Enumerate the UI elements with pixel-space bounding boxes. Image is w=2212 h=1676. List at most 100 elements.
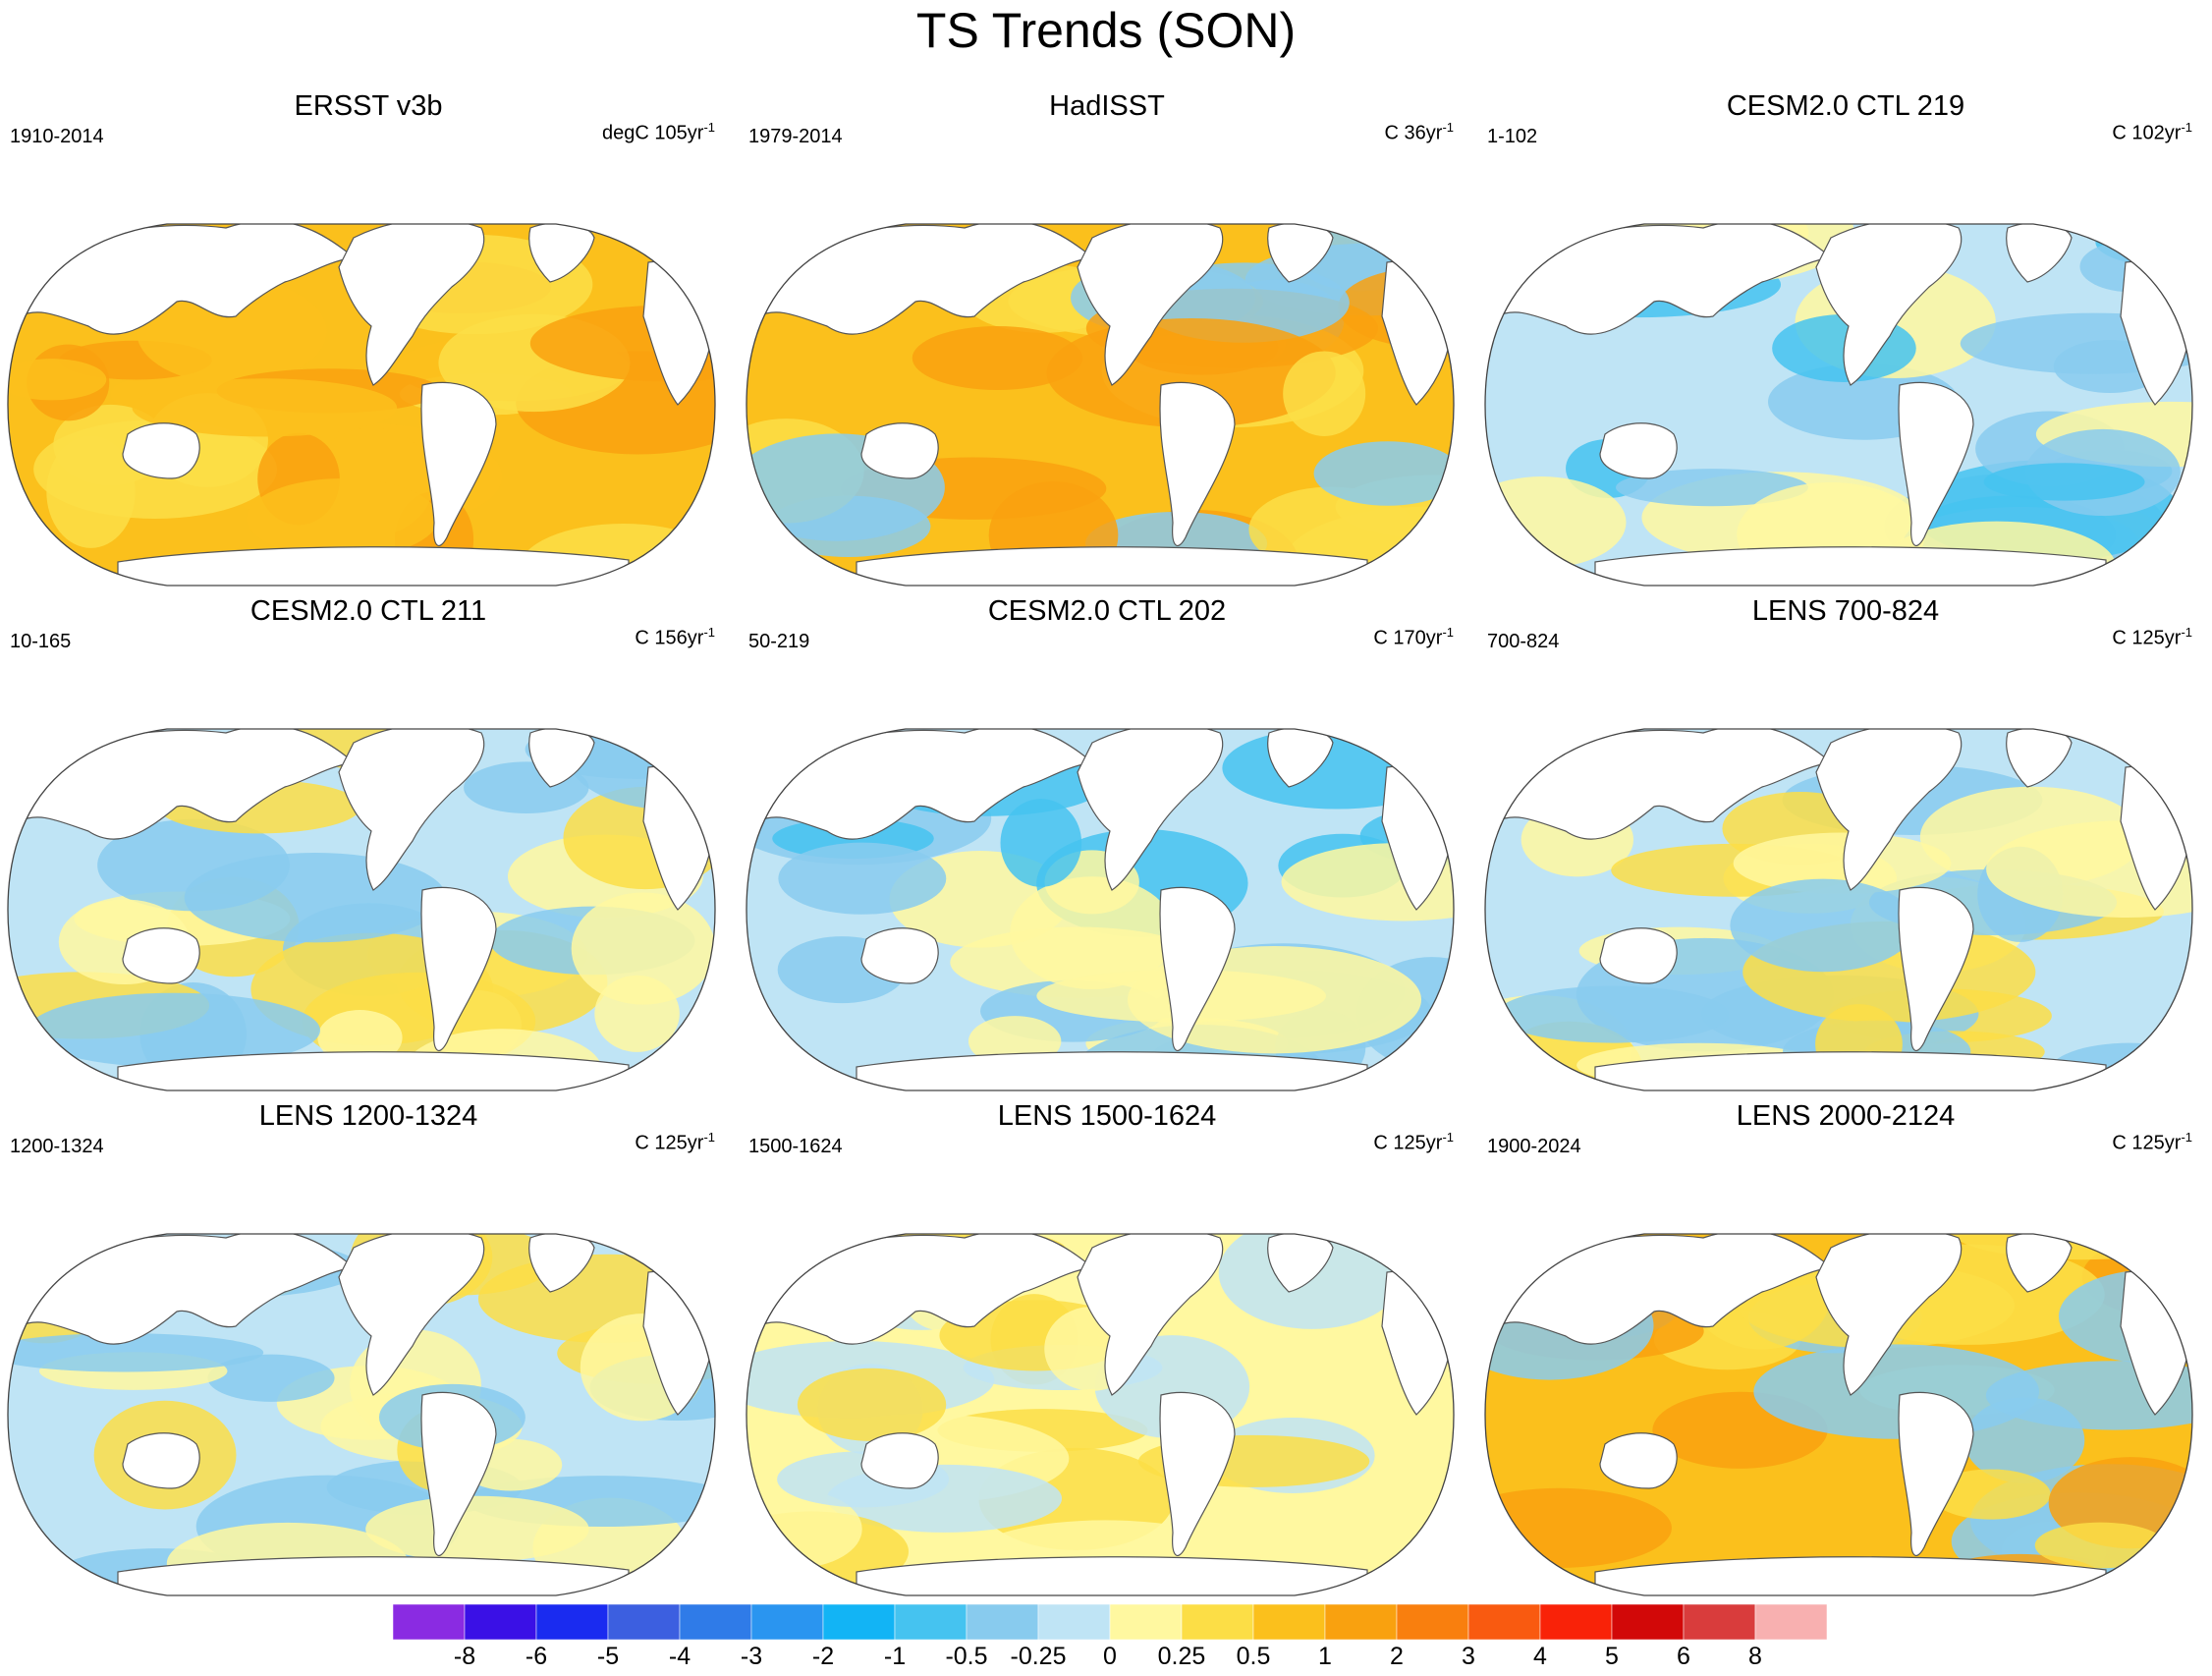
map-plot <box>1484 728 2193 1091</box>
continent <box>1898 1391 1974 1557</box>
map-outline <box>7 223 716 587</box>
panel-title: LENS 1200-1324 <box>258 1100 478 1132</box>
continent <box>856 1051 1368 1090</box>
arctic-band <box>1477 198 2212 220</box>
trend-patch <box>365 1495 589 1563</box>
map-plot <box>739 703 1475 1091</box>
continent <box>117 546 630 586</box>
colorbar-tick-label: -0.25 <box>1010 1643 1067 1670</box>
trend-patch <box>247 477 438 559</box>
trend-patch <box>1496 985 1730 1043</box>
trend-patch <box>1313 441 1454 506</box>
colorbar-tick-label: 4 <box>1533 1643 1547 1670</box>
colorbar-swatch <box>822 1604 896 1641</box>
continent <box>860 927 939 984</box>
trend-patch <box>1930 1469 2051 1520</box>
panel-title: CESM2.0 CTL 211 <box>249 595 487 627</box>
colorbar-swatch <box>1109 1604 1183 1641</box>
units-exponent: -1 <box>2181 120 2192 135</box>
units-text: C 170yr <box>1373 627 1443 649</box>
panel-period: 50-219 <box>748 631 810 652</box>
trend-patch <box>136 278 327 384</box>
map-outline <box>1484 223 2193 587</box>
panel-units: C 102yr-1 <box>2112 120 2192 145</box>
colorbar-swatch <box>393 1604 466 1641</box>
colorbar-tick-label: -5 <box>596 1643 620 1670</box>
map-panel: ERSST v3b 1910-2014 degC 105yr-1 <box>0 90 737 601</box>
continent <box>528 1234 595 1293</box>
colorbar-swatch <box>966 1604 1039 1641</box>
continent <box>528 729 595 788</box>
colorbar-tick-label: -4 <box>668 1643 691 1670</box>
colorbar-tick-label: 0.5 <box>1236 1643 1271 1670</box>
figure-title: TS Trends (SON) <box>915 3 1297 58</box>
map-outline <box>1484 728 2193 1091</box>
colorbar-swatch <box>750 1604 824 1641</box>
trend-patch <box>1733 832 1952 894</box>
continent <box>1159 886 1236 1052</box>
units-exponent: -1 <box>1442 625 1454 640</box>
continent <box>338 1234 485 1396</box>
continent <box>1159 381 1236 547</box>
continent <box>19 1234 356 1345</box>
continent <box>1898 381 1974 547</box>
trend-patch <box>28 992 320 1068</box>
colorbar-swatch <box>1252 1604 1326 1641</box>
colorbar-tick-label: 2 <box>1390 1643 1404 1670</box>
continent <box>1594 1051 2107 1090</box>
continent <box>420 381 497 547</box>
panel-units: C 36yr-1 <box>1385 120 1454 145</box>
units-exponent: -1 <box>1442 120 1454 135</box>
continent <box>2006 1234 2073 1293</box>
colorbar-swatch <box>1181 1604 1254 1641</box>
continent <box>1815 729 1963 891</box>
trend-patch <box>1283 351 1366 436</box>
colorbar-swatch <box>1539 1604 1613 1641</box>
colorbar-swatch <box>1611 1604 1685 1641</box>
panel-period: 10-165 <box>10 631 72 652</box>
trend-patch <box>1010 876 1176 989</box>
map-plot <box>746 1233 1455 1596</box>
units-text: C 36yr <box>1384 122 1443 144</box>
panel-units: C 125yr-1 <box>635 1130 715 1155</box>
continent <box>19 729 356 840</box>
map-plot <box>1477 198 2212 587</box>
units-text: degC 105yr <box>602 122 704 144</box>
map-panel: LENS 700-824 700-824 C 125yr-1 <box>1477 595 2212 1106</box>
trend-patch <box>2034 1522 2167 1569</box>
panel-units: C 125yr-1 <box>1373 1130 1454 1155</box>
colorbar <box>393 1604 1827 1641</box>
continent <box>1159 1391 1236 1557</box>
panel-units: degC 105yr-1 <box>602 120 715 145</box>
panel-title: CESM2.0 CTL 219 <box>1726 90 1965 122</box>
arctic-band <box>0 1208 737 1230</box>
continent <box>1267 224 1334 283</box>
colorbar-swatch <box>1037 1604 1111 1641</box>
trend-patch <box>912 326 1083 390</box>
trend-patch <box>778 842 947 915</box>
trend-patch <box>797 1368 947 1441</box>
arctic-band <box>739 703 1475 725</box>
trend-patch <box>1986 820 2192 919</box>
colorbar-tick-label: -3 <box>740 1643 763 1670</box>
units-exponent: -1 <box>2181 625 2192 640</box>
continent <box>19 224 356 335</box>
continent <box>757 224 1094 335</box>
panel-units: C 170yr-1 <box>1373 625 1454 650</box>
panel-period: 1500-1624 <box>748 1136 843 1157</box>
arctic-band <box>0 198 737 220</box>
panel-title: CESM2.0 CTL 202 <box>987 595 1227 627</box>
continent <box>757 1234 1094 1345</box>
map-outline <box>746 1233 1455 1596</box>
colorbar-swatch <box>1324 1604 1398 1641</box>
arctic-band <box>1477 1208 2212 1230</box>
continent <box>860 1432 939 1489</box>
map-plot <box>0 198 737 587</box>
colorbar-tick-label: 0 <box>1103 1643 1117 1670</box>
continent <box>122 422 200 479</box>
map-plot <box>1477 1208 2212 1596</box>
trend-patch <box>8 359 107 401</box>
continent <box>1267 1234 1334 1293</box>
continent <box>1815 1234 1963 1396</box>
panel-units: C 156yr-1 <box>635 625 715 650</box>
